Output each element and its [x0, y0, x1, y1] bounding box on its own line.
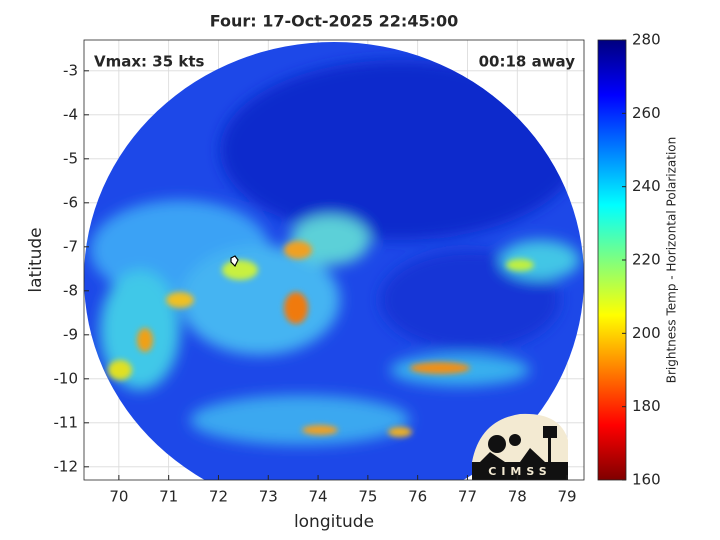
x-tick-label: 78: [508, 488, 527, 506]
y-tick-label: -4: [63, 105, 78, 123]
colorbar-tick-label: 280: [632, 31, 661, 49]
x-tick-label: 70: [109, 488, 128, 506]
annotation: 00:18 away: [479, 53, 576, 71]
chart-title: Four: 17-Oct-2025 22:45:00: [210, 12, 459, 31]
colorbar: [597, 39, 627, 481]
y-tick-label: -10: [54, 369, 79, 387]
colorbar-tick-label: 220: [632, 251, 661, 269]
y-tick-label: -6: [63, 193, 78, 211]
x-tick-label: 74: [309, 488, 328, 506]
x-tick-label: 71: [159, 488, 178, 506]
y-tick-label: -3: [63, 61, 78, 79]
swath-image: [84, 42, 584, 480]
colorbar-tick-label: 180: [632, 397, 661, 415]
logo-text: CIMSS: [488, 465, 551, 478]
colorbar-tick-label: 240: [632, 177, 661, 195]
x-tick-label: 75: [358, 488, 377, 506]
y-tick-label: -7: [63, 237, 78, 255]
annotation: Vmax: 35 kts: [94, 53, 204, 71]
x-tick-label: 76: [408, 488, 427, 506]
colorbar-tick-label: 160: [632, 471, 661, 489]
x-tick-label: 73: [259, 488, 278, 506]
cimss-logo: CIMSS: [472, 413, 568, 480]
y-tick-label: -5: [63, 149, 78, 167]
x-axis-label: longitude: [294, 512, 374, 532]
y-tick-label: -12: [54, 457, 79, 475]
y-axis-label: latitude: [26, 227, 46, 292]
y-tick-label: -9: [63, 325, 78, 343]
colorbar-tick-label: 260: [632, 104, 661, 122]
plot-frame: [83, 39, 585, 481]
colorbar-label: Brightness Temp - Horizontal Polarizatio…: [665, 137, 679, 384]
x-tick-label: 72: [209, 488, 228, 506]
y-tick-label: -11: [54, 413, 79, 431]
x-tick-label: 79: [558, 488, 577, 506]
x-tick-label: 77: [458, 488, 477, 506]
y-tick-label: -8: [63, 281, 78, 299]
colorbar-tick-label: 200: [632, 324, 661, 342]
